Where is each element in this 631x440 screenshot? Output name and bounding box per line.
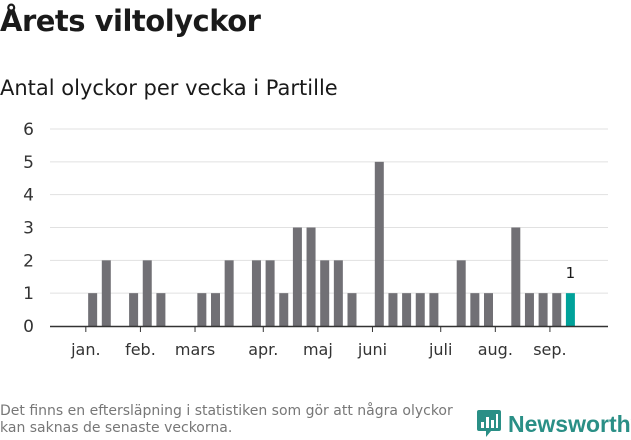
- bar: [224, 260, 234, 326]
- bar: [142, 260, 152, 326]
- bar: [211, 293, 220, 326]
- y-tick-label: 5: [23, 153, 34, 173]
- x-tick-label: jan.: [70, 340, 100, 359]
- bar: [292, 227, 302, 326]
- logo-text: Newsworthy: [508, 410, 631, 437]
- bar: [429, 293, 439, 326]
- bar: [524, 293, 534, 326]
- bar: [197, 293, 207, 326]
- bar: [306, 227, 316, 326]
- bar: [374, 161, 384, 326]
- bar-chart: 0 1 2 3 4 5 6 1 jan. feb. mars apr. maj juni juli aug. s…: [23, 120, 608, 359]
- y-tick-label: 1: [23, 284, 34, 304]
- bar: [415, 293, 425, 326]
- x-tick-label: aug.: [478, 340, 513, 359]
- bar: [129, 293, 139, 326]
- bar: [347, 293, 357, 326]
- y-tick-label: 3: [23, 219, 34, 239]
- x-tick-label: maj: [303, 340, 333, 359]
- bar: [156, 293, 166, 326]
- bar-highlight: [565, 293, 575, 326]
- chart-subtitle: Antal olyckor per vecka i Partille: [0, 76, 338, 100]
- bar: [320, 260, 330, 326]
- x-tick-label: juli: [428, 340, 452, 359]
- bar: [456, 260, 466, 326]
- y-tick-label: 0: [23, 317, 34, 337]
- bar: [88, 293, 98, 326]
- data-label: 1: [566, 264, 576, 282]
- chart-title: Årets viltolyckor: [0, 4, 261, 38]
- bar: [470, 293, 480, 326]
- y-tick-label: 4: [23, 186, 34, 206]
- bar: [552, 293, 562, 326]
- bar: [265, 260, 275, 326]
- x-tick-label: apr.: [248, 340, 278, 359]
- footnote: Det finns en eftersläpning i statistiken…: [0, 403, 453, 436]
- bar: [101, 260, 111, 326]
- newsworthy-logo: Newsworthy: [476, 408, 631, 440]
- bar: [511, 227, 521, 326]
- y-tick-label: 2: [23, 251, 34, 271]
- bar: [484, 293, 493, 326]
- x-tick-label: mars: [175, 340, 215, 359]
- bar: [388, 293, 398, 326]
- bar: [402, 293, 412, 326]
- x-tick-label: feb.: [125, 340, 156, 359]
- x-tick-label: juni: [357, 340, 387, 359]
- bar: [538, 293, 548, 326]
- x-tick-label: sep.: [533, 340, 566, 359]
- bar: [333, 260, 343, 326]
- newsworthy-chart-icon: [477, 410, 501, 437]
- bar: [279, 293, 289, 326]
- y-tick-label: 6: [23, 120, 34, 140]
- bar: [251, 260, 261, 326]
